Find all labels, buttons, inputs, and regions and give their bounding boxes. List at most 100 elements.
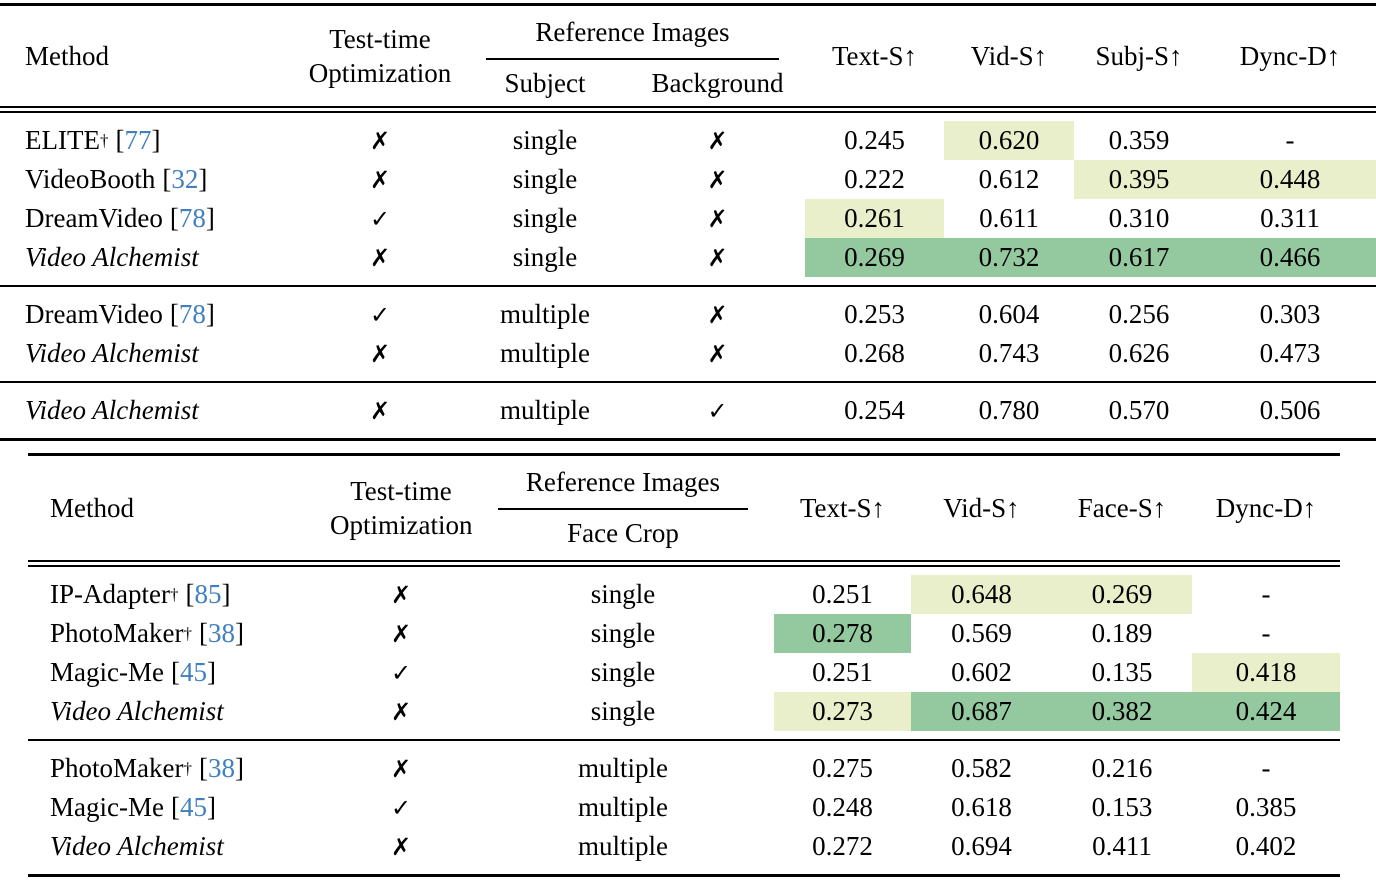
method-name: Magic-Me xyxy=(50,792,164,822)
method-name: Video Alchemist xyxy=(50,696,224,726)
table-row: IP-Adapter †[85] ✗ single 0.251 0.648 0.2… xyxy=(28,575,1340,614)
table-row: Video Alchemist ✗ multiple ✓ 0.254 0.780… xyxy=(0,391,1376,430)
face-crop-table: Method Test-time Optimization Reference … xyxy=(28,453,1340,877)
cite-bracket-close: ] xyxy=(198,164,208,194)
subject-ref: single xyxy=(512,164,578,194)
table-top-rule xyxy=(0,3,1376,6)
header-dync-d: Dync-D↑ xyxy=(1215,492,1317,523)
cite-bracket-open: [ xyxy=(198,753,208,783)
method-name: ELITE xyxy=(25,125,100,155)
dync-d-value: 0.424 xyxy=(1192,692,1340,731)
background-ref-group: Video Alchemist ✗ multiple ✓ 0.254 0.780… xyxy=(0,383,1376,438)
reference-images-underline xyxy=(486,58,779,60)
citation-link[interactable]: 78 xyxy=(178,203,206,233)
cite-bracket-open: [ xyxy=(198,618,208,648)
text-s-value: 0.251 xyxy=(812,579,873,609)
test-time-opt-mark: ✓ xyxy=(390,658,412,687)
test-time-opt-mark: ✓ xyxy=(369,300,391,329)
method-cell: Video Alchemist xyxy=(0,334,300,373)
face-crop-ref: multiple xyxy=(578,792,668,822)
face-crop-ref: single xyxy=(590,579,656,609)
method-cell: ELITE †[77] xyxy=(25,125,161,155)
table-bottom-rule xyxy=(0,438,1376,441)
table-row: PhotoMaker †[38] ✗ multiple 0.275 0.582 0… xyxy=(28,749,1340,788)
table-row: Video Alchemist ✗ single 0.273 0.687 0.3… xyxy=(28,692,1340,731)
test-time-opt-mark: ✗ xyxy=(390,754,412,783)
group-separator-rule xyxy=(28,739,1340,741)
cite-bracket-close: ] xyxy=(151,125,161,155)
method-cell: IP-Adapter †[85] xyxy=(50,579,231,609)
cite-bracket-close: ] xyxy=(206,657,216,687)
header-method: Method xyxy=(50,492,134,523)
citation-link[interactable]: 78 xyxy=(178,299,206,329)
method-cell: Magic-Me[45] xyxy=(28,653,330,692)
header-test-time-optimization: Test-time Optimization xyxy=(330,476,473,540)
subj-s-value: 0.310 xyxy=(1108,203,1170,233)
citation-link[interactable]: 45 xyxy=(179,657,207,687)
subject-ref: multiple xyxy=(500,299,590,329)
text-s-value: 0.251 xyxy=(812,657,873,687)
group-separator-rule xyxy=(0,285,1376,287)
vid-s-value: 0.687 xyxy=(911,692,1052,731)
method-cell: DreamVideo[78] xyxy=(0,199,300,238)
table-header: Method Test-time Optimization Reference … xyxy=(0,6,1376,106)
face-s-value: 0.269 xyxy=(1052,575,1192,614)
text-s-value: 0.261 xyxy=(805,199,944,238)
header-dync-d: Dync-D↑ xyxy=(1239,40,1341,71)
vid-s-value: 0.618 xyxy=(951,792,1012,822)
method-name: DreamVideo xyxy=(25,203,163,233)
header-method: Method xyxy=(25,40,109,71)
dync-d-value: 0.473 xyxy=(1259,338,1321,368)
citation-link[interactable]: 85 xyxy=(194,579,222,609)
header-background: Background xyxy=(651,67,784,98)
table-header: Method Test-time Optimization Reference … xyxy=(28,456,1340,560)
vid-s-value: 0.602 xyxy=(951,657,1012,687)
test-time-opt-mark: ✓ xyxy=(369,204,391,233)
test-time-opt-mark: ✓ xyxy=(390,793,412,822)
header-vid-s: Vid-S↑ xyxy=(943,492,1020,523)
background-ref-mark: ✗ xyxy=(707,165,728,194)
vid-s-value: 0.611 xyxy=(979,203,1039,233)
reference-images-underline xyxy=(498,508,748,510)
background-ref-mark: ✓ xyxy=(707,396,728,425)
vid-s-value: 0.569 xyxy=(951,618,1012,648)
citation-link[interactable]: 38 xyxy=(207,618,235,648)
text-s-value: 0.269 xyxy=(805,238,944,277)
cite-bracket-open: [ xyxy=(170,657,180,687)
dync-d-value: 0.448 xyxy=(1204,160,1376,199)
method-name: Video Alchemist xyxy=(25,338,199,368)
face-crop-ref: single xyxy=(590,657,656,687)
citation-link[interactable]: 32 xyxy=(171,164,199,194)
text-s-value: 0.248 xyxy=(812,792,873,822)
subj-s-value: 0.395 xyxy=(1074,160,1204,199)
citation-link[interactable]: 77 xyxy=(124,125,152,155)
text-s-value: 0.222 xyxy=(844,164,905,194)
table-top-rule xyxy=(28,453,1340,456)
test-time-opt-mark: ✗ xyxy=(369,396,391,425)
header-test-time-optimization: Test-time Optimization xyxy=(308,24,452,88)
vid-s-value: 0.604 xyxy=(978,299,1040,329)
method-name: DreamVideo xyxy=(25,299,163,329)
header-face-crop: Face Crop xyxy=(567,518,679,548)
method-cell: PhotoMaker †[38] xyxy=(50,618,244,648)
face-s-value: 0.135 xyxy=(1091,657,1153,687)
table-row: DreamVideo[78] ✓ single ✗ 0.261 0.611 0.… xyxy=(0,199,1376,238)
citation-link[interactable]: 38 xyxy=(207,753,235,783)
cite-bracket-open: [ xyxy=(170,792,180,822)
text-s-value: 0.245 xyxy=(844,125,905,155)
header-subj-s: Subj-S↑ xyxy=(1095,40,1183,71)
citation-link[interactable]: 45 xyxy=(179,792,207,822)
group-separator-rule xyxy=(0,381,1376,383)
vid-s-value: 0.732 xyxy=(944,238,1074,277)
subject-ref: single xyxy=(512,242,578,272)
dync-d-value: - xyxy=(1261,753,1271,783)
test-time-opt-mark: ✗ xyxy=(369,165,391,194)
method-cell: Video Alchemist xyxy=(28,827,330,866)
subject-ref: single xyxy=(512,125,578,155)
header-reference-images: Reference Images xyxy=(525,467,721,497)
text-s-value: 0.254 xyxy=(844,395,905,425)
method-name: PhotoMaker xyxy=(50,618,184,648)
method-cell: Video Alchemist xyxy=(0,238,300,277)
vid-s-value: 0.743 xyxy=(978,338,1040,368)
dync-d-value: 0.418 xyxy=(1192,653,1340,692)
